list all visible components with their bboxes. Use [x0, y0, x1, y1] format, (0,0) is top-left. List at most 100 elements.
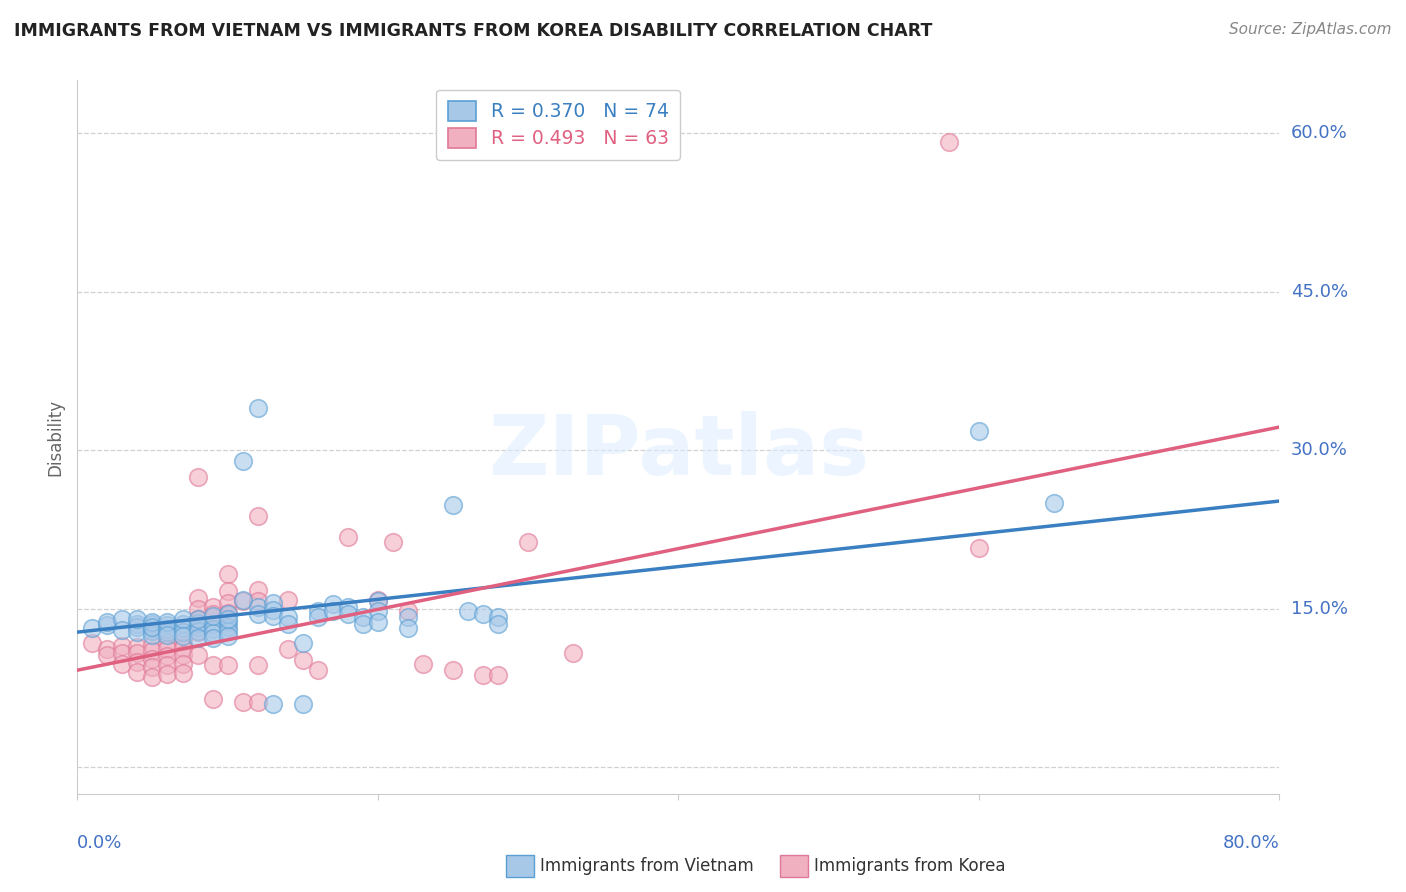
Point [967, 541, 990, 555]
Point [232, 594, 254, 608]
Point [396, 604, 419, 618]
Point [307, 610, 329, 624]
Point [172, 612, 194, 626]
Point [141, 638, 163, 652]
Point [217, 583, 239, 598]
Point [186, 632, 209, 646]
Point [246, 594, 269, 608]
Point [111, 639, 134, 653]
Point [186, 620, 209, 634]
Point [156, 649, 179, 664]
Point [156, 642, 179, 657]
Point [127, 640, 149, 654]
Point [367, 615, 389, 629]
Point [307, 604, 329, 618]
Point [217, 620, 239, 634]
Point [201, 609, 224, 624]
Point [172, 657, 194, 671]
Point [141, 651, 163, 665]
Point [201, 622, 224, 636]
Point [96, 617, 118, 632]
Point [141, 615, 163, 629]
Text: 30.0%: 30.0% [1291, 442, 1347, 459]
Point [127, 646, 149, 660]
Point [172, 640, 194, 655]
Text: 15.0%: 15.0% [1291, 600, 1347, 618]
Point [396, 621, 419, 635]
Point [367, 594, 389, 608]
Point [262, 595, 284, 609]
Point [96, 615, 118, 629]
Point [186, 602, 209, 616]
Point [141, 644, 163, 658]
Text: IMMIGRANTS FROM VIETNAM VS IMMIGRANTS FROM KOREA DISABILITY CORRELATION CHART: IMMIGRANTS FROM VIETNAM VS IMMIGRANTS FR… [14, 22, 932, 40]
Point [381, 535, 404, 549]
Point [277, 610, 299, 624]
Point [246, 599, 269, 614]
Point [291, 652, 314, 666]
Point [156, 636, 179, 650]
Text: Immigrants from Vietnam: Immigrants from Vietnam [540, 857, 754, 875]
Point [82, 621, 104, 635]
Point [322, 597, 344, 611]
Point [246, 657, 269, 672]
Point [141, 621, 163, 635]
Point [336, 599, 359, 614]
Point [217, 629, 239, 643]
Text: 45.0%: 45.0% [1291, 283, 1348, 301]
Point [156, 625, 179, 640]
Text: Immigrants from Korea: Immigrants from Korea [814, 857, 1005, 875]
Point [472, 668, 495, 682]
Point [141, 624, 163, 638]
Text: Source: ZipAtlas.com: Source: ZipAtlas.com [1229, 22, 1392, 37]
Point [277, 616, 299, 631]
Point [246, 607, 269, 622]
Point [127, 665, 149, 680]
Point [186, 648, 209, 663]
Point [156, 615, 179, 629]
Point [201, 691, 224, 706]
Point [141, 669, 163, 683]
Point [217, 607, 239, 622]
Point [96, 648, 118, 663]
Point [172, 666, 194, 681]
Point [127, 620, 149, 634]
Text: 0.0%: 0.0% [77, 834, 122, 852]
Point [156, 617, 179, 632]
Point [938, 135, 960, 149]
Point [201, 599, 224, 614]
Point [186, 469, 209, 483]
Point [246, 508, 269, 523]
Point [967, 424, 990, 438]
Point [82, 636, 104, 650]
Legend: R = 0.370   N = 74, R = 0.493   N = 63: R = 0.370 N = 74, R = 0.493 N = 63 [436, 90, 681, 160]
Point [217, 566, 239, 581]
Point [277, 642, 299, 657]
Point [217, 606, 239, 620]
Point [262, 603, 284, 617]
Point [217, 615, 239, 629]
Point [172, 621, 194, 635]
Point [322, 604, 344, 618]
Point [172, 629, 194, 643]
Point [232, 593, 254, 607]
Text: ZIPatlas: ZIPatlas [488, 411, 869, 491]
Point [111, 646, 134, 660]
Point [96, 642, 118, 657]
Point [441, 663, 464, 677]
Point [262, 609, 284, 624]
Point [141, 616, 163, 631]
Point [172, 616, 194, 631]
Point [141, 628, 163, 642]
Point [127, 612, 149, 626]
Point [186, 591, 209, 606]
Point [156, 667, 179, 681]
Point [201, 626, 224, 640]
Point [186, 615, 209, 630]
Point [367, 604, 389, 618]
Point [217, 595, 239, 609]
Point [127, 655, 149, 669]
Point [201, 632, 224, 646]
Point [111, 623, 134, 637]
Point [111, 612, 134, 626]
